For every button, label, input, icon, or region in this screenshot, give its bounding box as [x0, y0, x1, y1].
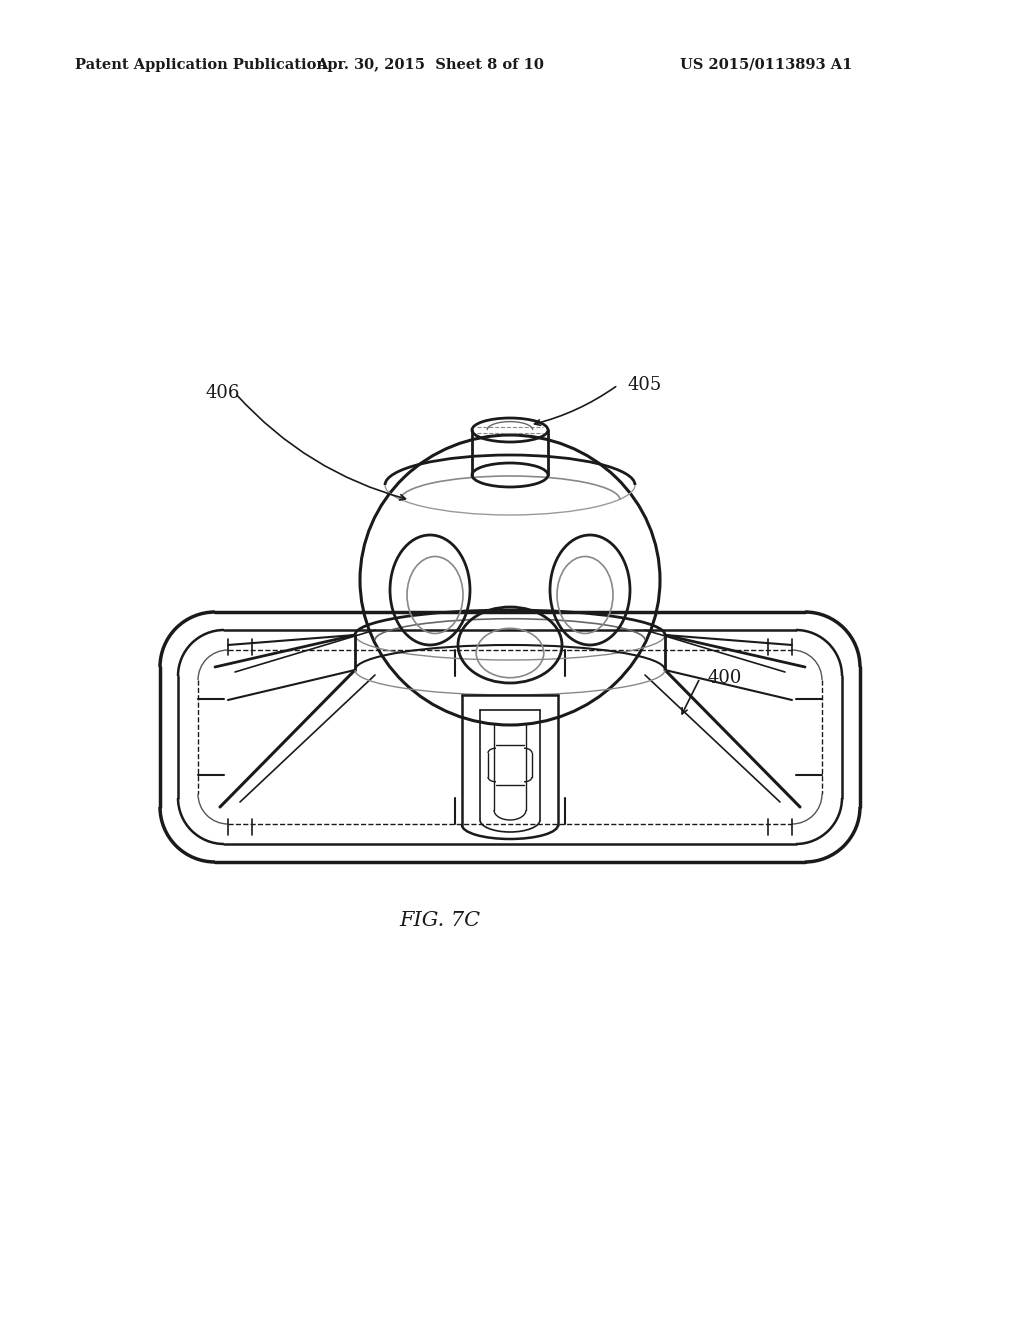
Text: Apr. 30, 2015  Sheet 8 of 10: Apr. 30, 2015 Sheet 8 of 10 [316, 58, 544, 73]
Text: 400: 400 [708, 669, 742, 686]
Text: Patent Application Publication: Patent Application Publication [75, 58, 327, 73]
Text: 406: 406 [205, 384, 240, 403]
Text: US 2015/0113893 A1: US 2015/0113893 A1 [680, 58, 852, 73]
Text: 405: 405 [628, 376, 663, 393]
Text: FIG. 7C: FIG. 7C [399, 911, 480, 929]
